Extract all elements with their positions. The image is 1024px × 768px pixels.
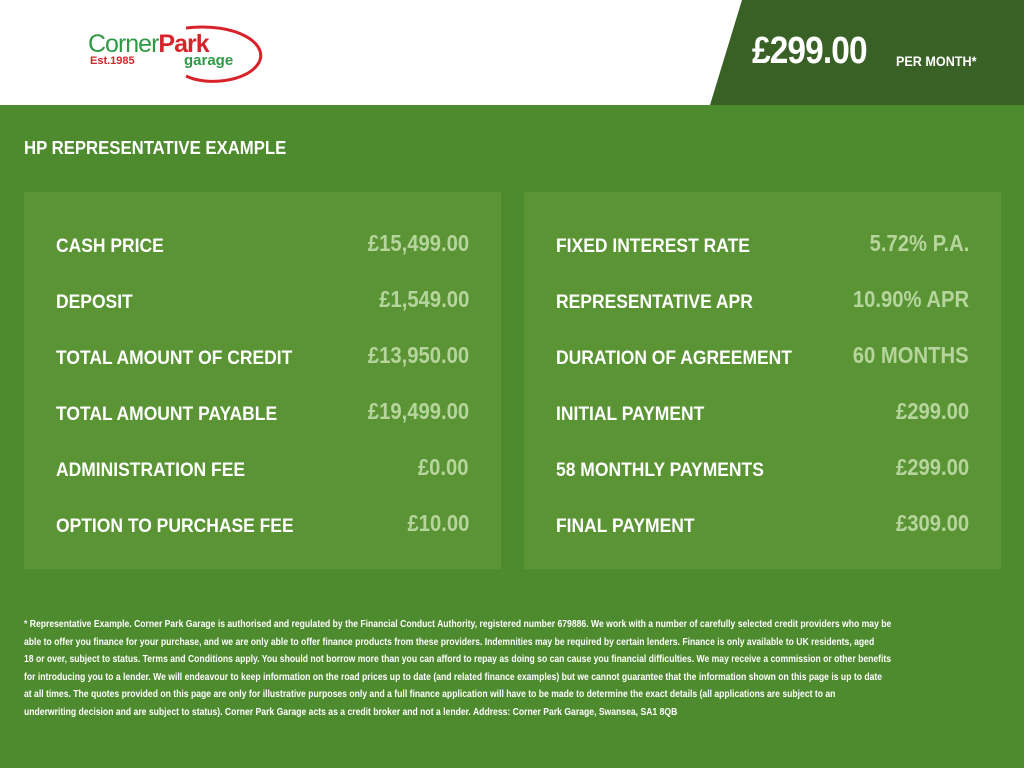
- finance-value: 5.72% P.A.: [869, 230, 969, 256]
- finance-row: CASH PRICE £15,499.00: [56, 230, 469, 260]
- finance-row: FINAL PAYMENT £309.00: [556, 510, 969, 540]
- logo-corner: Corner: [88, 30, 159, 58]
- price-suffix: PER MONTH*: [896, 53, 977, 69]
- disclaimer-line: underwriting decision and are subject to…: [24, 705, 678, 718]
- finance-row: REPRESENTATIVE APR 10.90% APR: [556, 286, 969, 316]
- finance-value: £10.00: [407, 510, 469, 536]
- finance-label: REPRESENTATIVE APR: [556, 292, 753, 313]
- finance-label: FIXED INTEREST RATE: [556, 236, 750, 257]
- finance-value: £1,549.00: [378, 286, 469, 312]
- finance-row: 58 MONTHLY PAYMENTS £299.00: [556, 454, 969, 484]
- finance-label: INITIAL PAYMENT: [556, 404, 705, 425]
- disclaimer-line: * Representative Example. Corner Park Ga…: [24, 618, 892, 630]
- finance-label: DEPOSIT: [56, 292, 133, 313]
- finance-row: TOTAL AMOUNT OF CREDIT £13,950.00: [56, 342, 469, 372]
- logo-swoosh-icon: [185, 25, 263, 83]
- disclaimer: * Representative Example. Corner Park Ga…: [24, 616, 1024, 721]
- finance-row: DEPOSIT £1,549.00: [56, 286, 469, 316]
- section-title: HP REPRESENTATIVE EXAMPLE: [24, 138, 287, 158]
- finance-label: TOTAL AMOUNT PAYABLE: [56, 404, 278, 425]
- finance-value: £309.00: [895, 510, 969, 536]
- logo-garage: garage: [184, 52, 234, 69]
- finance-row: TOTAL AMOUNT PAYABLE £19,499.00: [56, 398, 469, 428]
- finance-row: INITIAL PAYMENT £299.00: [556, 398, 969, 428]
- finance-row: ADMINISTRATION FEE £0.00: [56, 454, 469, 484]
- finance-row: DURATION OF AGREEMENT 60 MONTHS: [556, 342, 969, 372]
- logo-wordmark: CornerPark: [88, 30, 210, 59]
- finance-panel-right: FIXED INTEREST RATE 5.72% P.A. REPRESENTAT…: [524, 192, 1001, 569]
- finance-panel-left: CASH PRICE £15,499.00 DEPOSIT £1,549.00 TOTA…: [24, 192, 501, 569]
- disclaimer-line: able to offer you finance for your purch…: [24, 635, 875, 648]
- finance-value: £15,499.00: [367, 230, 469, 256]
- finance-value: £19,499.00: [367, 398, 469, 424]
- finance-label: FINAL PAYMENT: [556, 516, 695, 537]
- price-banner: [710, 0, 1024, 105]
- logo-established: Est.1985: [90, 55, 135, 67]
- finance-value: £299.00: [895, 454, 969, 480]
- finance-label: OPTION TO PURCHASE FEE: [56, 516, 294, 537]
- finance-value: 60 MONTHS: [853, 342, 969, 368]
- finance-value: £0.00: [418, 454, 469, 480]
- finance-row: FIXED INTEREST RATE 5.72% P.A.: [556, 230, 969, 260]
- finance-label: CASH PRICE: [56, 236, 164, 257]
- finance-label: 58 MONTHLY PAYMENTS: [556, 460, 764, 481]
- finance-label: ADMINISTRATION FEE: [56, 460, 246, 481]
- logo-park: Park: [158, 30, 209, 58]
- disclaimer-line: at all times. The quotes provided on thi…: [24, 688, 836, 700]
- disclaimer-line: for introducing you to a lender. We will…: [24, 670, 883, 683]
- disclaimer-line: 18 or over, subject to status. Terms and…: [24, 653, 892, 665]
- finance-row: OPTION TO PURCHASE FEE £10.00: [56, 510, 469, 540]
- logo[interactable]: CornerPark Est.1985 garage: [86, 24, 266, 84]
- finance-label: DURATION OF AGREEMENT: [556, 348, 792, 369]
- finance-value: £299.00: [895, 398, 969, 424]
- monthly-price: £299.00: [752, 30, 868, 72]
- finance-value: £13,950.00: [367, 342, 469, 368]
- finance-label: TOTAL AMOUNT OF CREDIT: [56, 348, 293, 369]
- finance-value: 10.90% APR: [852, 286, 969, 312]
